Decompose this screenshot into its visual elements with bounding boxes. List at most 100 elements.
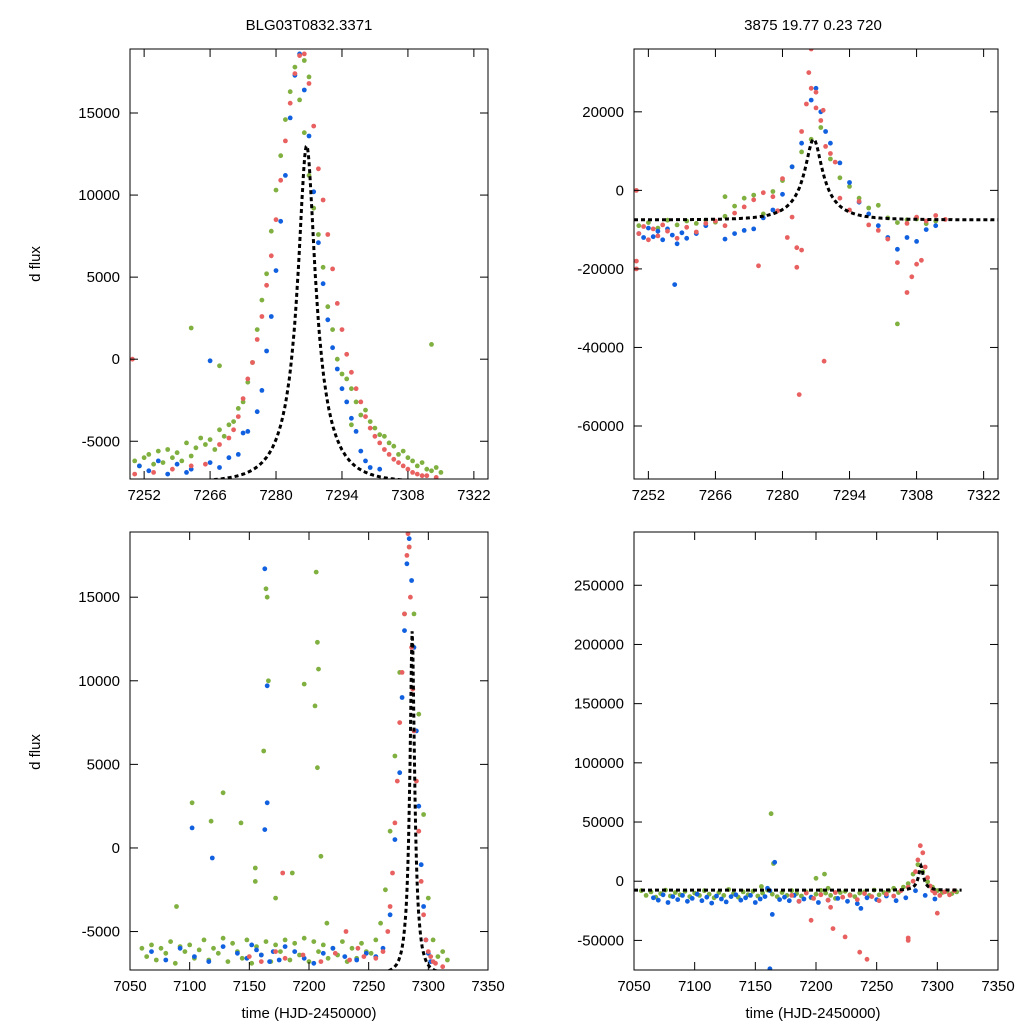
point-green [249,960,255,966]
point-blue [320,281,326,287]
point-red [231,427,237,433]
point-green [259,297,265,303]
point-green [722,194,728,200]
point-green [410,458,415,464]
series-green [636,125,939,327]
point-red [151,470,157,475]
point-green [799,149,804,155]
point-green [429,342,434,347]
point-red [250,360,255,365]
point-green [149,942,154,948]
point-green [306,959,312,964]
point-blue [137,463,142,469]
point-red [292,71,298,76]
point-green [386,440,392,446]
point-green [187,942,193,948]
point-red [170,466,175,472]
x-tick-label: 7266 [193,487,226,504]
point-red [424,473,430,479]
point-green [383,887,388,893]
point-green [225,959,231,964]
point-red [830,926,836,931]
point-blue [685,898,690,904]
point-green [252,865,258,871]
point-red [408,594,413,600]
point-green [264,271,269,277]
point-blue [349,415,354,421]
point-blue [922,893,928,898]
point-green [292,940,298,946]
point-blue [254,947,259,953]
point-green [201,937,207,943]
point-green [732,203,737,209]
model-curve [385,631,439,970]
x-tick-label: 7200 [799,978,832,995]
point-blue [207,460,213,465]
point-green [231,419,237,424]
point-red [854,897,860,902]
point-blue [722,236,728,242]
point-green [311,939,317,944]
point-green [312,703,318,709]
series-green [139,544,450,966]
x-tick-label: 7252 [632,487,665,504]
point-red [316,166,321,172]
point-blue [397,770,403,776]
point-blue [769,912,775,917]
point-green [316,949,321,954]
point-red [268,253,274,259]
point-red [703,221,709,226]
point-red [674,235,680,241]
point-green [646,220,651,226]
point-green [158,945,164,951]
point-red [343,929,349,934]
y-tick-label: 100000 [574,755,624,772]
point-green [828,156,833,162]
point-red [433,475,439,479]
point-blue [770,207,776,213]
y-tick-label: 0 [112,351,120,368]
point-green [263,586,269,592]
x-tick-label: 7050 [113,978,146,995]
point-green [174,904,179,909]
point-blue [837,160,843,166]
point-green [876,892,882,898]
point-green [411,611,417,617]
point-red [425,949,431,954]
point-red [875,228,881,233]
y-tick-label: -20000 [577,261,624,278]
point-blue [669,232,675,238]
point-red [347,957,352,963]
plot-top-right: 7252 7266 7280 7294 7308 7322 -60000 -40000 -200… [577,48,1000,504]
point-green [837,175,843,181]
point-blue [245,429,251,434]
point-blue [254,409,260,415]
point-green [768,811,774,817]
point-blue [672,282,678,287]
point-green [430,937,436,943]
point-blue [311,189,317,195]
point-red [392,820,398,826]
point-blue [406,536,412,542]
point-green [196,947,202,953]
point-blue [651,895,656,901]
point-blue [209,855,215,861]
point-blue [264,800,270,806]
point-red [416,828,422,834]
point-blue [858,906,864,911]
point-green [760,890,765,896]
point-red [876,898,882,904]
series-red [789,843,957,962]
point-green [318,853,324,859]
point-red [358,399,364,405]
x-axis-label-bottom-left: time (HJD-2450000) [241,1005,376,1022]
point-red [300,952,306,958]
point-blue [188,466,194,472]
point-red [741,204,747,210]
point-blue [367,465,373,470]
point-green [144,954,150,959]
point-red [235,414,241,419]
point-green [315,765,320,771]
point-red [784,235,790,240]
point-blue [903,895,909,901]
